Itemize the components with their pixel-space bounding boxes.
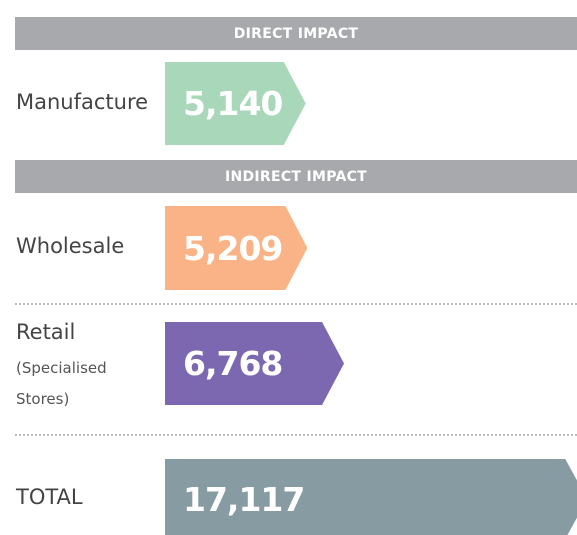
category-note: (Specialised Stores) — [16, 359, 107, 408]
divider — [15, 303, 577, 305]
arrow-bar — [165, 459, 577, 535]
category-label: Manufacture — [16, 89, 149, 114]
category-label: Retail — [16, 320, 76, 344]
arrow-bar — [165, 206, 308, 290]
value-label: 17,117 — [183, 479, 305, 519]
category-label: Wholesale — [16, 234, 125, 258]
value-label: 5,209 — [183, 228, 283, 268]
arrow-bar — [165, 322, 345, 405]
category-label: TOTAL — [16, 485, 83, 509]
value-label: 5,140 — [183, 84, 283, 123]
section-header: DIRECT IMPACT — [15, 17, 577, 50]
value-label: 6,768 — [183, 344, 283, 383]
section-header: INDIRECT IMPACT — [15, 160, 577, 193]
arrow-bar — [165, 62, 306, 145]
divider — [15, 434, 577, 436]
